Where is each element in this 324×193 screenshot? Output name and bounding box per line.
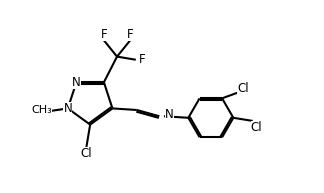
- Text: Cl: Cl: [237, 82, 249, 95]
- Text: N: N: [165, 108, 174, 121]
- Text: F: F: [127, 28, 133, 41]
- Text: F: F: [101, 28, 107, 41]
- Text: CH₃: CH₃: [31, 105, 52, 115]
- Text: N: N: [72, 76, 81, 89]
- Text: F: F: [139, 53, 146, 66]
- Text: N: N: [64, 102, 72, 115]
- Text: Cl: Cl: [251, 121, 262, 134]
- Text: Cl: Cl: [81, 147, 92, 161]
